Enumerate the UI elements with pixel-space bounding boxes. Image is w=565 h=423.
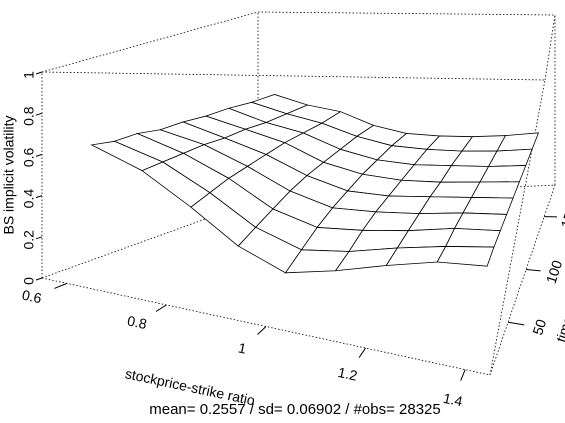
z-tick-label: 0 bbox=[21, 277, 37, 285]
x-tick bbox=[54, 282, 68, 289]
z-tick bbox=[35, 153, 43, 157]
x-tick-label: 1 bbox=[237, 339, 248, 356]
x-tick-label: 0.8 bbox=[126, 312, 149, 332]
box-edge bbox=[41, 71, 546, 81]
z-tick-label: 0.6 bbox=[21, 147, 37, 167]
surface-facet bbox=[436, 246, 495, 267]
y-tick-label: 150 bbox=[557, 203, 565, 230]
z-axis-title: BS implicit volatility bbox=[1, 115, 17, 234]
surface-facet bbox=[462, 197, 514, 215]
z-tick bbox=[35, 71, 43, 75]
box-edge bbox=[41, 11, 259, 73]
x-tick-label: 1.4 bbox=[442, 390, 465, 410]
z-tick-label: 0.4 bbox=[21, 189, 37, 209]
x-tick bbox=[358, 347, 366, 358]
surface-facet bbox=[470, 181, 520, 199]
y-tick-label: 50 bbox=[529, 317, 549, 337]
caption: mean= 0.2557 / sd= 0.06902 / #obs= 28325 bbox=[149, 401, 441, 418]
x-tick bbox=[257, 326, 267, 335]
box-edge bbox=[544, 14, 556, 81]
z-tick-label: 0.8 bbox=[21, 106, 37, 126]
x-tick-label: 1.2 bbox=[336, 364, 359, 384]
box-edge bbox=[489, 79, 546, 376]
y-tick bbox=[526, 268, 541, 272]
z-tick-label: 0.2 bbox=[21, 230, 37, 250]
z-tick bbox=[35, 277, 43, 281]
z-tick-label: 1 bbox=[21, 71, 37, 79]
box-edge bbox=[41, 277, 491, 376]
z-tick bbox=[35, 112, 43, 116]
y-tick bbox=[507, 321, 525, 326]
x-tick bbox=[155, 304, 167, 312]
z-tick bbox=[35, 236, 43, 240]
surface-facet bbox=[453, 212, 508, 232]
x-tick bbox=[460, 369, 466, 381]
box-edge bbox=[257, 11, 556, 16]
z-tick bbox=[35, 195, 43, 199]
surface-facet bbox=[445, 227, 501, 248]
x-tick-label: 0.6 bbox=[21, 287, 44, 307]
y-tick-label: 100 bbox=[543, 258, 565, 285]
